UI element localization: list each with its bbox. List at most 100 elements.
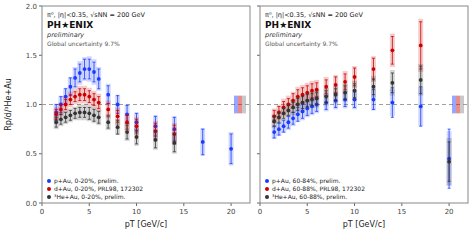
systematic-box bbox=[77, 105, 82, 121]
point bbox=[78, 71, 82, 75]
error-bar bbox=[292, 103, 295, 113]
systematic-box bbox=[77, 61, 82, 85]
point bbox=[106, 120, 110, 124]
error-bar bbox=[69, 95, 72, 105]
legend-marker bbox=[47, 179, 51, 183]
systematic-box bbox=[87, 56, 92, 82]
systematic-box bbox=[73, 67, 78, 89]
error-bar bbox=[93, 62, 96, 82]
y-tick-label: 1.0 bbox=[26, 101, 37, 109]
systematic-box bbox=[82, 57, 87, 81]
x-tick-label: 20 bbox=[445, 208, 454, 216]
series bbox=[272, 87, 452, 188]
systematic-box bbox=[96, 94, 101, 112]
error-bar bbox=[277, 112, 280, 122]
systematic-box bbox=[371, 76, 376, 98]
systematic-box bbox=[68, 108, 73, 122]
error-bar bbox=[282, 120, 285, 132]
point bbox=[83, 93, 87, 97]
point bbox=[59, 117, 63, 121]
systematic-box bbox=[276, 122, 281, 136]
error-bar bbox=[311, 94, 314, 106]
error-bar bbox=[64, 100, 67, 110]
systematic-box bbox=[92, 107, 97, 123]
point bbox=[73, 76, 77, 80]
point bbox=[372, 98, 376, 102]
annotation: preliminary bbox=[46, 31, 84, 39]
systematic-box bbox=[418, 64, 423, 96]
point bbox=[353, 89, 357, 93]
error-bar bbox=[93, 94, 96, 106]
systematic-box bbox=[295, 97, 300, 113]
error-bar bbox=[59, 114, 62, 124]
point bbox=[106, 108, 110, 112]
systematic-box bbox=[77, 86, 82, 104]
y-tick-label: 2.0 bbox=[26, 3, 37, 11]
legend-label: p+Au, 60-84%, prelim. bbox=[272, 177, 341, 185]
point bbox=[59, 108, 63, 112]
error-bar bbox=[372, 79, 375, 95]
point bbox=[87, 67, 91, 71]
systematic-box bbox=[172, 132, 177, 154]
point bbox=[296, 103, 300, 107]
systematic-box bbox=[54, 115, 59, 129]
systematic-box bbox=[229, 132, 234, 165]
error-bar bbox=[287, 116, 290, 128]
point bbox=[78, 93, 82, 97]
point bbox=[64, 115, 68, 119]
panel: 05101520pT [GeV/c]π⁰, |η|<0.35, √sNN = 2… bbox=[257, 6, 468, 229]
error-bar bbox=[296, 99, 299, 111]
point bbox=[277, 115, 281, 119]
point bbox=[315, 97, 319, 101]
legend-marker bbox=[265, 187, 269, 191]
point bbox=[343, 91, 347, 95]
error-bar bbox=[301, 97, 304, 109]
error-bar bbox=[273, 116, 276, 126]
point bbox=[135, 135, 139, 139]
global-uncertainty-box bbox=[460, 96, 464, 114]
chart: 051015200.00.51.01.52.0pT [GeV/c]Rp/d/³H… bbox=[0, 0, 474, 231]
error-bar bbox=[315, 93, 318, 105]
x-tick-label: 10 bbox=[132, 208, 141, 216]
point bbox=[68, 85, 72, 89]
systematic-box bbox=[447, 138, 452, 185]
point bbox=[343, 80, 347, 84]
x-tick-label: 10 bbox=[350, 208, 359, 216]
legend-label: d+Au, 0-20%, PRL98, 172302 bbox=[54, 185, 143, 192]
point bbox=[291, 106, 295, 110]
error-bar bbox=[282, 108, 285, 118]
plot-frame bbox=[260, 6, 468, 203]
point bbox=[282, 124, 286, 128]
error-bar bbox=[74, 69, 77, 87]
systematic-box bbox=[106, 114, 111, 130]
y-tick-label: 1.5 bbox=[26, 52, 37, 60]
point bbox=[73, 95, 77, 99]
plot-area bbox=[42, 56, 250, 165]
x-tick-label: 5 bbox=[87, 208, 91, 216]
point bbox=[390, 81, 394, 85]
systematic-box bbox=[92, 91, 97, 109]
systematic-box bbox=[390, 34, 395, 67]
error-bar bbox=[97, 111, 100, 123]
error-bar bbox=[83, 89, 86, 101]
systematic-box bbox=[115, 119, 120, 135]
systematic-box bbox=[63, 110, 68, 124]
error-bar bbox=[287, 105, 290, 115]
error-bar bbox=[448, 129, 451, 188]
error-bar bbox=[78, 64, 81, 82]
plot-frame bbox=[42, 6, 250, 203]
x-tick-label: 0 bbox=[258, 208, 262, 216]
x-axis-label: pT [GeV/c] bbox=[343, 220, 385, 229]
systematic-box bbox=[276, 110, 281, 124]
point bbox=[154, 138, 158, 142]
point bbox=[87, 95, 91, 99]
point bbox=[286, 109, 290, 113]
systematic-box bbox=[281, 106, 286, 120]
systematic-box bbox=[343, 84, 348, 102]
error-bar bbox=[334, 89, 337, 101]
point bbox=[277, 127, 281, 131]
point bbox=[282, 111, 286, 115]
y-tick-label: 0.5 bbox=[26, 150, 37, 158]
x-tick-label: 15 bbox=[397, 208, 406, 216]
error-bar bbox=[74, 92, 77, 102]
